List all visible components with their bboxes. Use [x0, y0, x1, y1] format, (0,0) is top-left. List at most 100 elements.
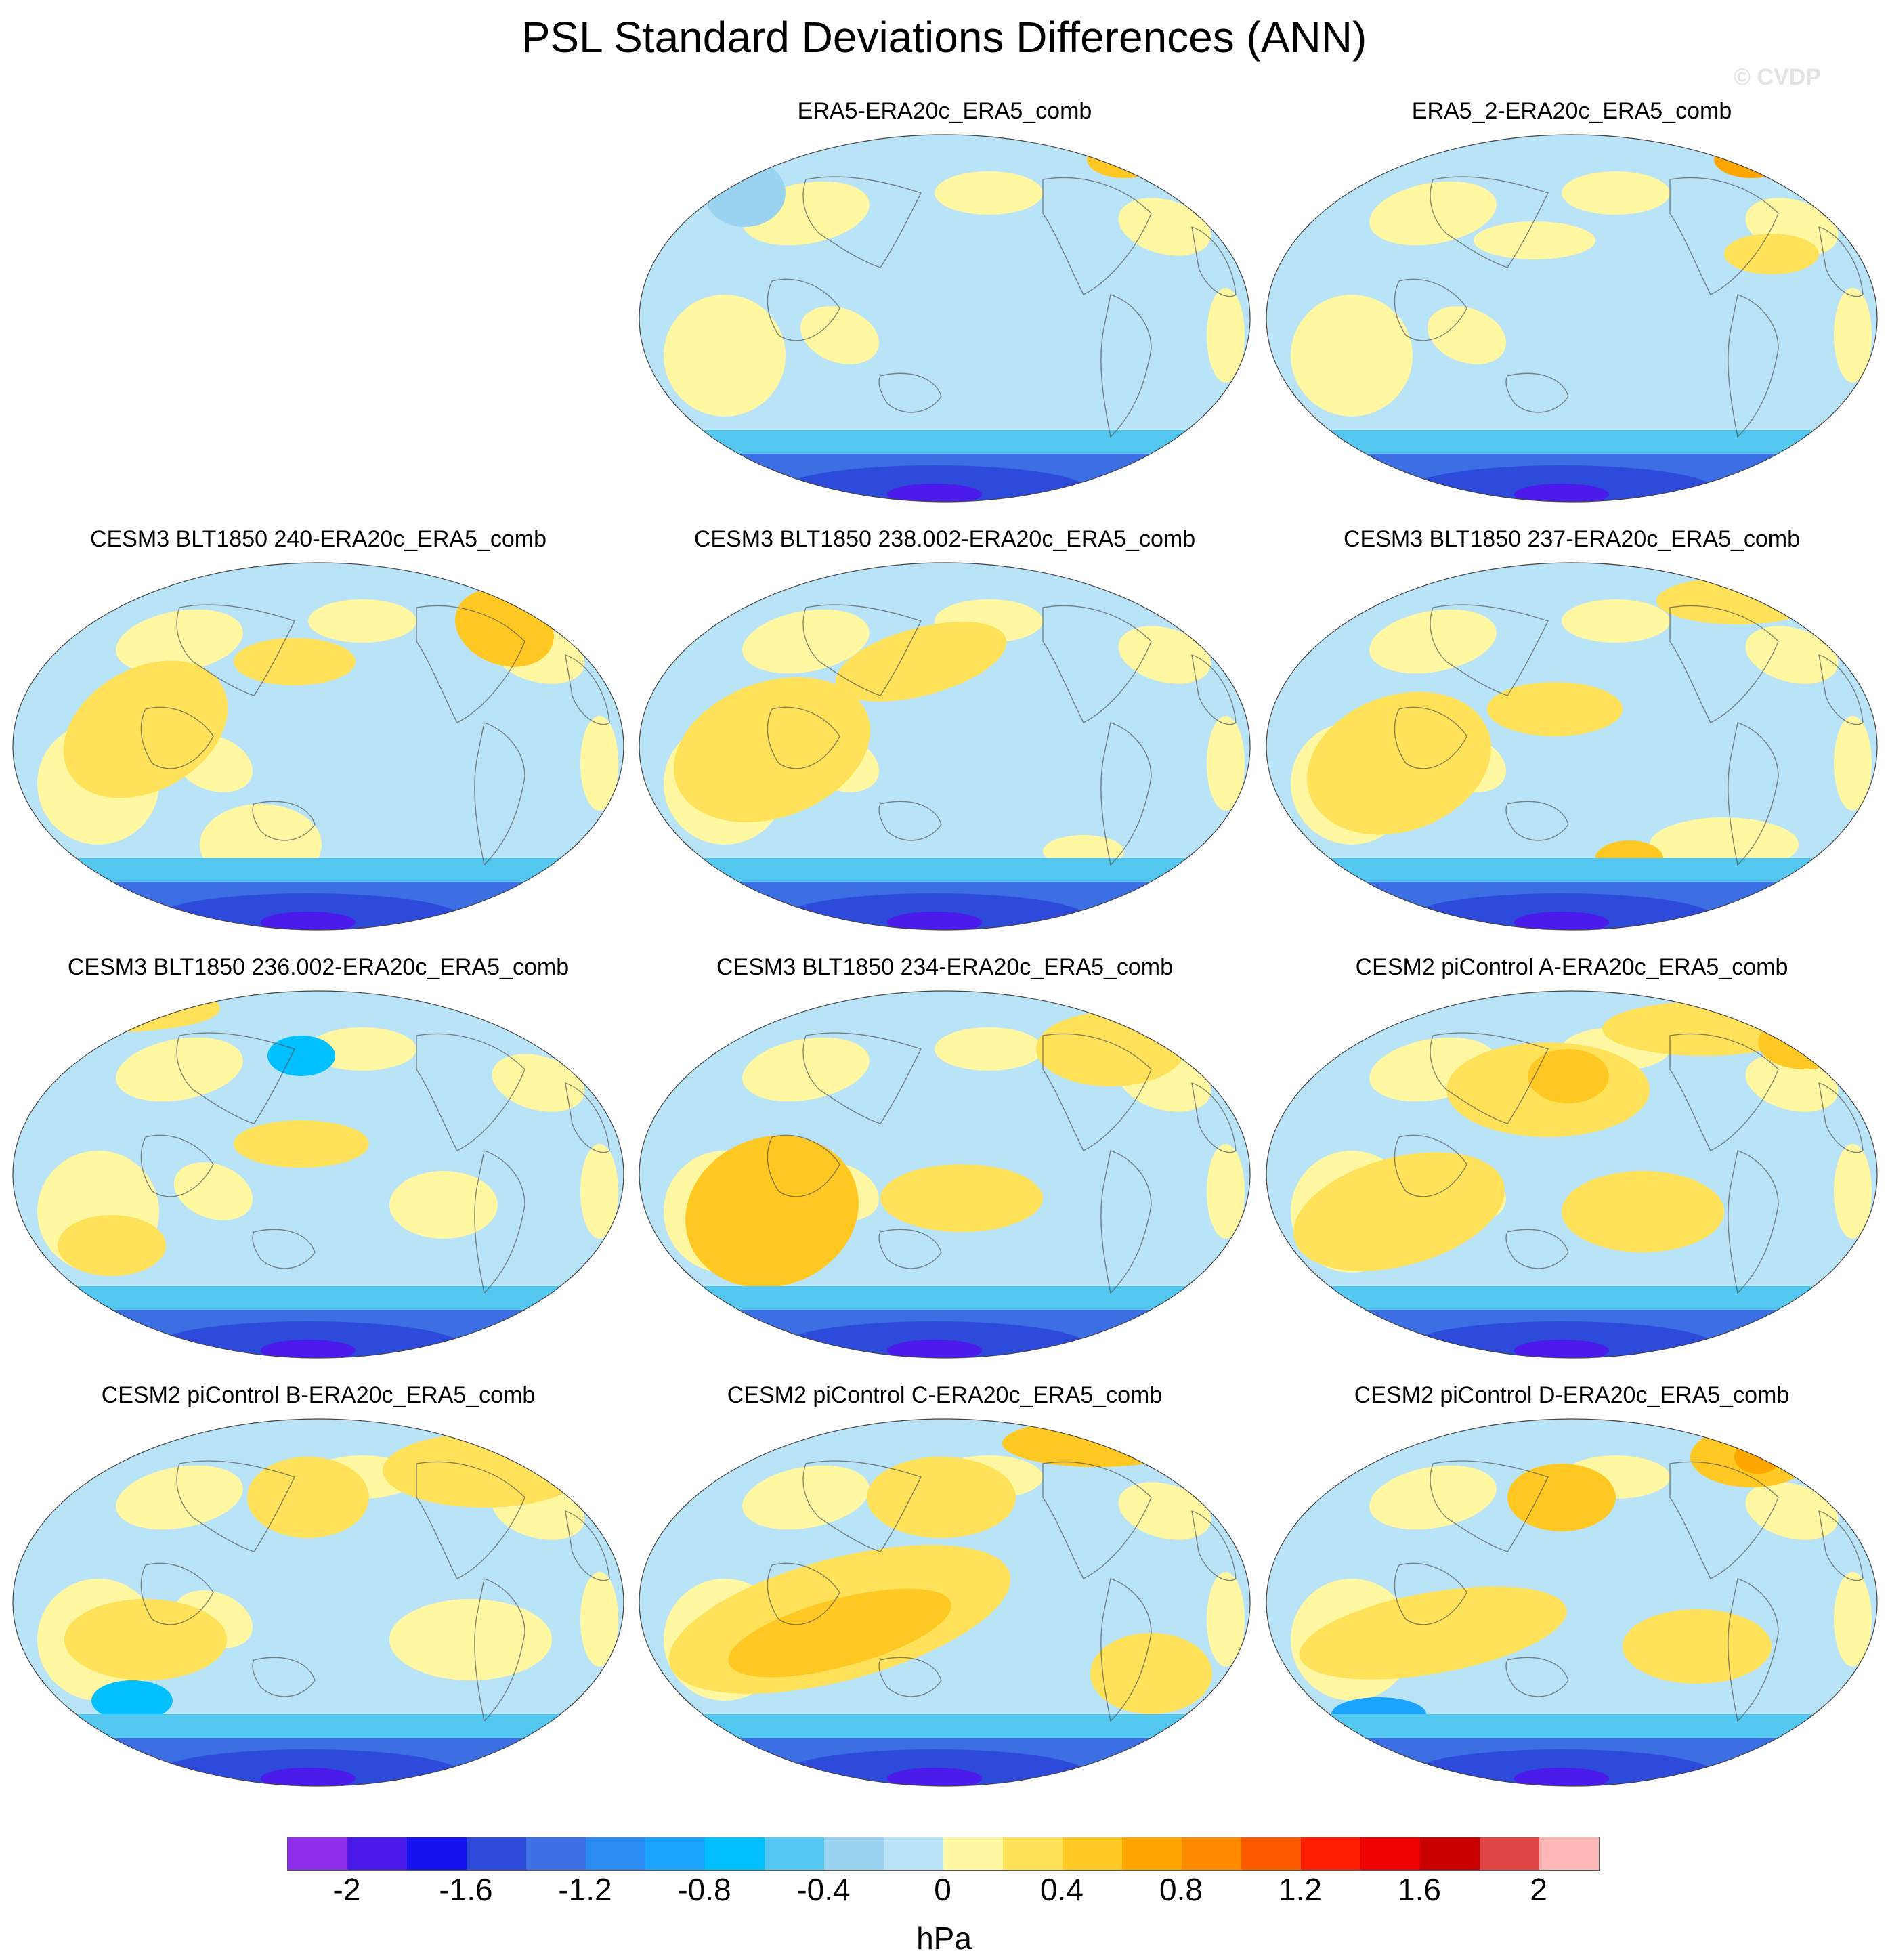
colorbar-box — [1420, 1837, 1480, 1870]
colorbar-box — [1360, 1837, 1420, 1870]
coastline — [878, 1657, 942, 1697]
coastline — [1430, 1032, 1549, 1124]
colorbar-box — [1182, 1837, 1241, 1870]
globe-outline — [639, 562, 1251, 931]
globe-outline — [639, 134, 1251, 503]
anomaly-region — [1307, 691, 1491, 835]
anomaly-region — [639, 563, 792, 601]
coastline — [1818, 226, 1864, 297]
anomaly-region — [580, 1144, 618, 1239]
coastline — [1505, 372, 1569, 413]
colorbar-box — [347, 1837, 407, 1870]
anomaly-region — [1207, 716, 1245, 811]
panel-title: CESM2 piControl C-ERA20c_ERA5_comb — [727, 1382, 1163, 1408]
coastline — [1818, 654, 1864, 725]
coastline — [140, 706, 214, 769]
globe-outline — [1266, 1418, 1878, 1787]
colorbar-box — [884, 1837, 943, 1870]
anomaly-region — [1562, 1171, 1724, 1252]
antarctic-min — [261, 1768, 356, 1786]
map-panel: CESM3 BLT1850 234-ERA20c_ERA5_comb — [637, 954, 1253, 1361]
colorbar-tick-label: -1.2 — [558, 1872, 612, 1907]
coastline — [176, 1032, 295, 1124]
coastline — [416, 1461, 525, 1579]
coastline — [1669, 177, 1779, 295]
globe-outline — [639, 990, 1251, 1359]
coastline — [1394, 278, 1467, 341]
antarctic-min — [887, 1768, 982, 1786]
colorbar-box — [1539, 1837, 1599, 1870]
anomaly-region — [935, 171, 1043, 215]
anomaly-region — [1834, 1144, 1872, 1239]
coastline — [1728, 294, 1779, 438]
anomaly-region — [835, 622, 1007, 702]
colorbar-box — [1241, 1837, 1301, 1870]
coastline — [767, 706, 840, 769]
map-panel: CESM3 BLT1850 236.002-ERA20c_ERA5_comb — [10, 954, 626, 1361]
anomaly-region — [704, 159, 786, 227]
coastline — [1394, 1134, 1467, 1197]
coastline — [1505, 1657, 1569, 1697]
coastline — [1042, 1461, 1152, 1579]
coastline — [474, 722, 525, 866]
panel-title: CESM2 piControl D-ERA20c_ERA5_comb — [1354, 1382, 1790, 1408]
anomaly-region — [1528, 1049, 1609, 1103]
coastline — [1669, 1461, 1779, 1579]
coastline — [1191, 226, 1237, 297]
map-plot — [639, 990, 1251, 1359]
coastline — [474, 1150, 525, 1294]
coastline — [1728, 722, 1779, 866]
anomaly-region — [664, 295, 786, 417]
anomaly-region — [1118, 1482, 1211, 1540]
colorbar-box — [765, 1837, 824, 1870]
map-panel: CESM2 piControl B-ERA20c_ERA5_comb — [10, 1382, 626, 1789]
coastline — [1394, 1562, 1467, 1625]
map-plot — [639, 1418, 1251, 1787]
antarctic-min — [887, 1340, 982, 1358]
anomaly-region — [800, 306, 880, 364]
antarctic-min — [261, 1340, 356, 1358]
anomaly-region — [1293, 1152, 1505, 1271]
map-panel: CESM3 BLT1850 240-ERA20c_ERA5_comb — [10, 526, 626, 933]
coastline — [767, 278, 840, 341]
panel-title: CESM2 piControl A-ERA20c_ERA5_comb — [1355, 954, 1788, 980]
coastline — [140, 1562, 214, 1625]
anomaly-region — [63, 660, 228, 798]
anomaly-region — [1036, 1012, 1185, 1086]
coastline — [1100, 1150, 1152, 1294]
colorbar-box — [1480, 1837, 1539, 1870]
colorbar-tick-label: 0.8 — [1159, 1872, 1203, 1907]
coastline — [565, 1510, 610, 1581]
figure-title: PSL Standard Deviations Differences (ANN… — [521, 13, 1367, 62]
coastline — [767, 1134, 840, 1197]
panel-title: ERA5-ERA20c_ERA5_comb — [797, 98, 1092, 124]
map-plot — [1266, 562, 1878, 931]
anomaly-region — [1207, 1144, 1245, 1239]
anomaly-region — [1207, 288, 1245, 383]
anomaly-region — [234, 638, 356, 685]
coastline — [802, 1032, 922, 1124]
colorbar-box — [824, 1837, 884, 1870]
anomaly-region — [1834, 1572, 1872, 1667]
anomaly-region — [1487, 682, 1623, 736]
anomaly-region — [580, 716, 618, 811]
panel-title: CESM2 piControl B-ERA20c_ERA5_comb — [101, 1382, 536, 1408]
coastline — [1728, 1578, 1779, 1722]
coastline — [1100, 722, 1152, 866]
anomaly-region — [1118, 198, 1211, 256]
map-plot — [1266, 1418, 1878, 1787]
map-plot — [639, 562, 1251, 931]
watermark: © CVDP — [1734, 64, 1821, 90]
colorbar-box — [526, 1837, 586, 1870]
anomaly-region — [308, 1027, 416, 1071]
map-panel: CESM3 BLT1850 237-ERA20c_ERA5_comb — [1264, 526, 1880, 933]
coastline — [1818, 1082, 1864, 1153]
colorbar-box — [467, 1837, 526, 1870]
anomaly-region — [867, 1457, 1016, 1538]
antarctic-min — [887, 912, 982, 930]
anomaly-region — [1299, 1586, 1567, 1680]
coastline — [176, 1460, 295, 1552]
map-panel: CESM3 BLT1850 238.002-ERA20c_ERA5_comb — [637, 526, 1253, 933]
anomaly-region — [267, 1036, 335, 1076]
colorbar-tick-label: -0.8 — [677, 1872, 731, 1907]
